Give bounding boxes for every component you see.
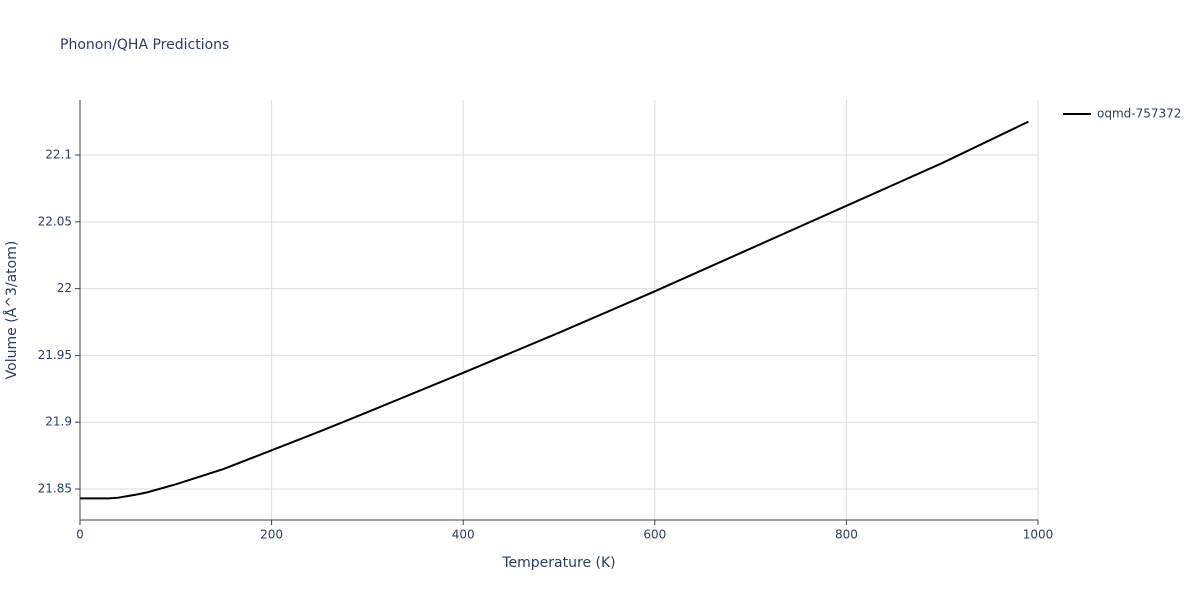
x-axis-title: Temperature (K) bbox=[501, 555, 615, 571]
y-tick-label: 22 bbox=[57, 281, 72, 295]
x-tick-label: 0 bbox=[76, 528, 84, 542]
chart-title: Phonon/QHA Predictions bbox=[60, 37, 229, 53]
data-line bbox=[80, 120, 1029, 500]
x-tick-label: 200 bbox=[260, 528, 283, 542]
legend-label: oqmd-757372 bbox=[1097, 107, 1181, 121]
x-tick-label: 800 bbox=[835, 528, 858, 542]
y-tick-label: 21.95 bbox=[38, 348, 72, 362]
y-tick-label: 22.1 bbox=[45, 148, 72, 162]
y-tick-label: 22.05 bbox=[38, 214, 72, 228]
x-tick-label: 400 bbox=[452, 528, 475, 542]
x-tick-label: 1000 bbox=[1023, 528, 1054, 542]
x-tick-label: 600 bbox=[643, 528, 666, 542]
y-tick-label: 21.9 bbox=[45, 415, 72, 429]
y-tick-label: 21.85 bbox=[38, 482, 72, 496]
y-axis-title: Volume (Å^3/atom) bbox=[3, 241, 20, 380]
